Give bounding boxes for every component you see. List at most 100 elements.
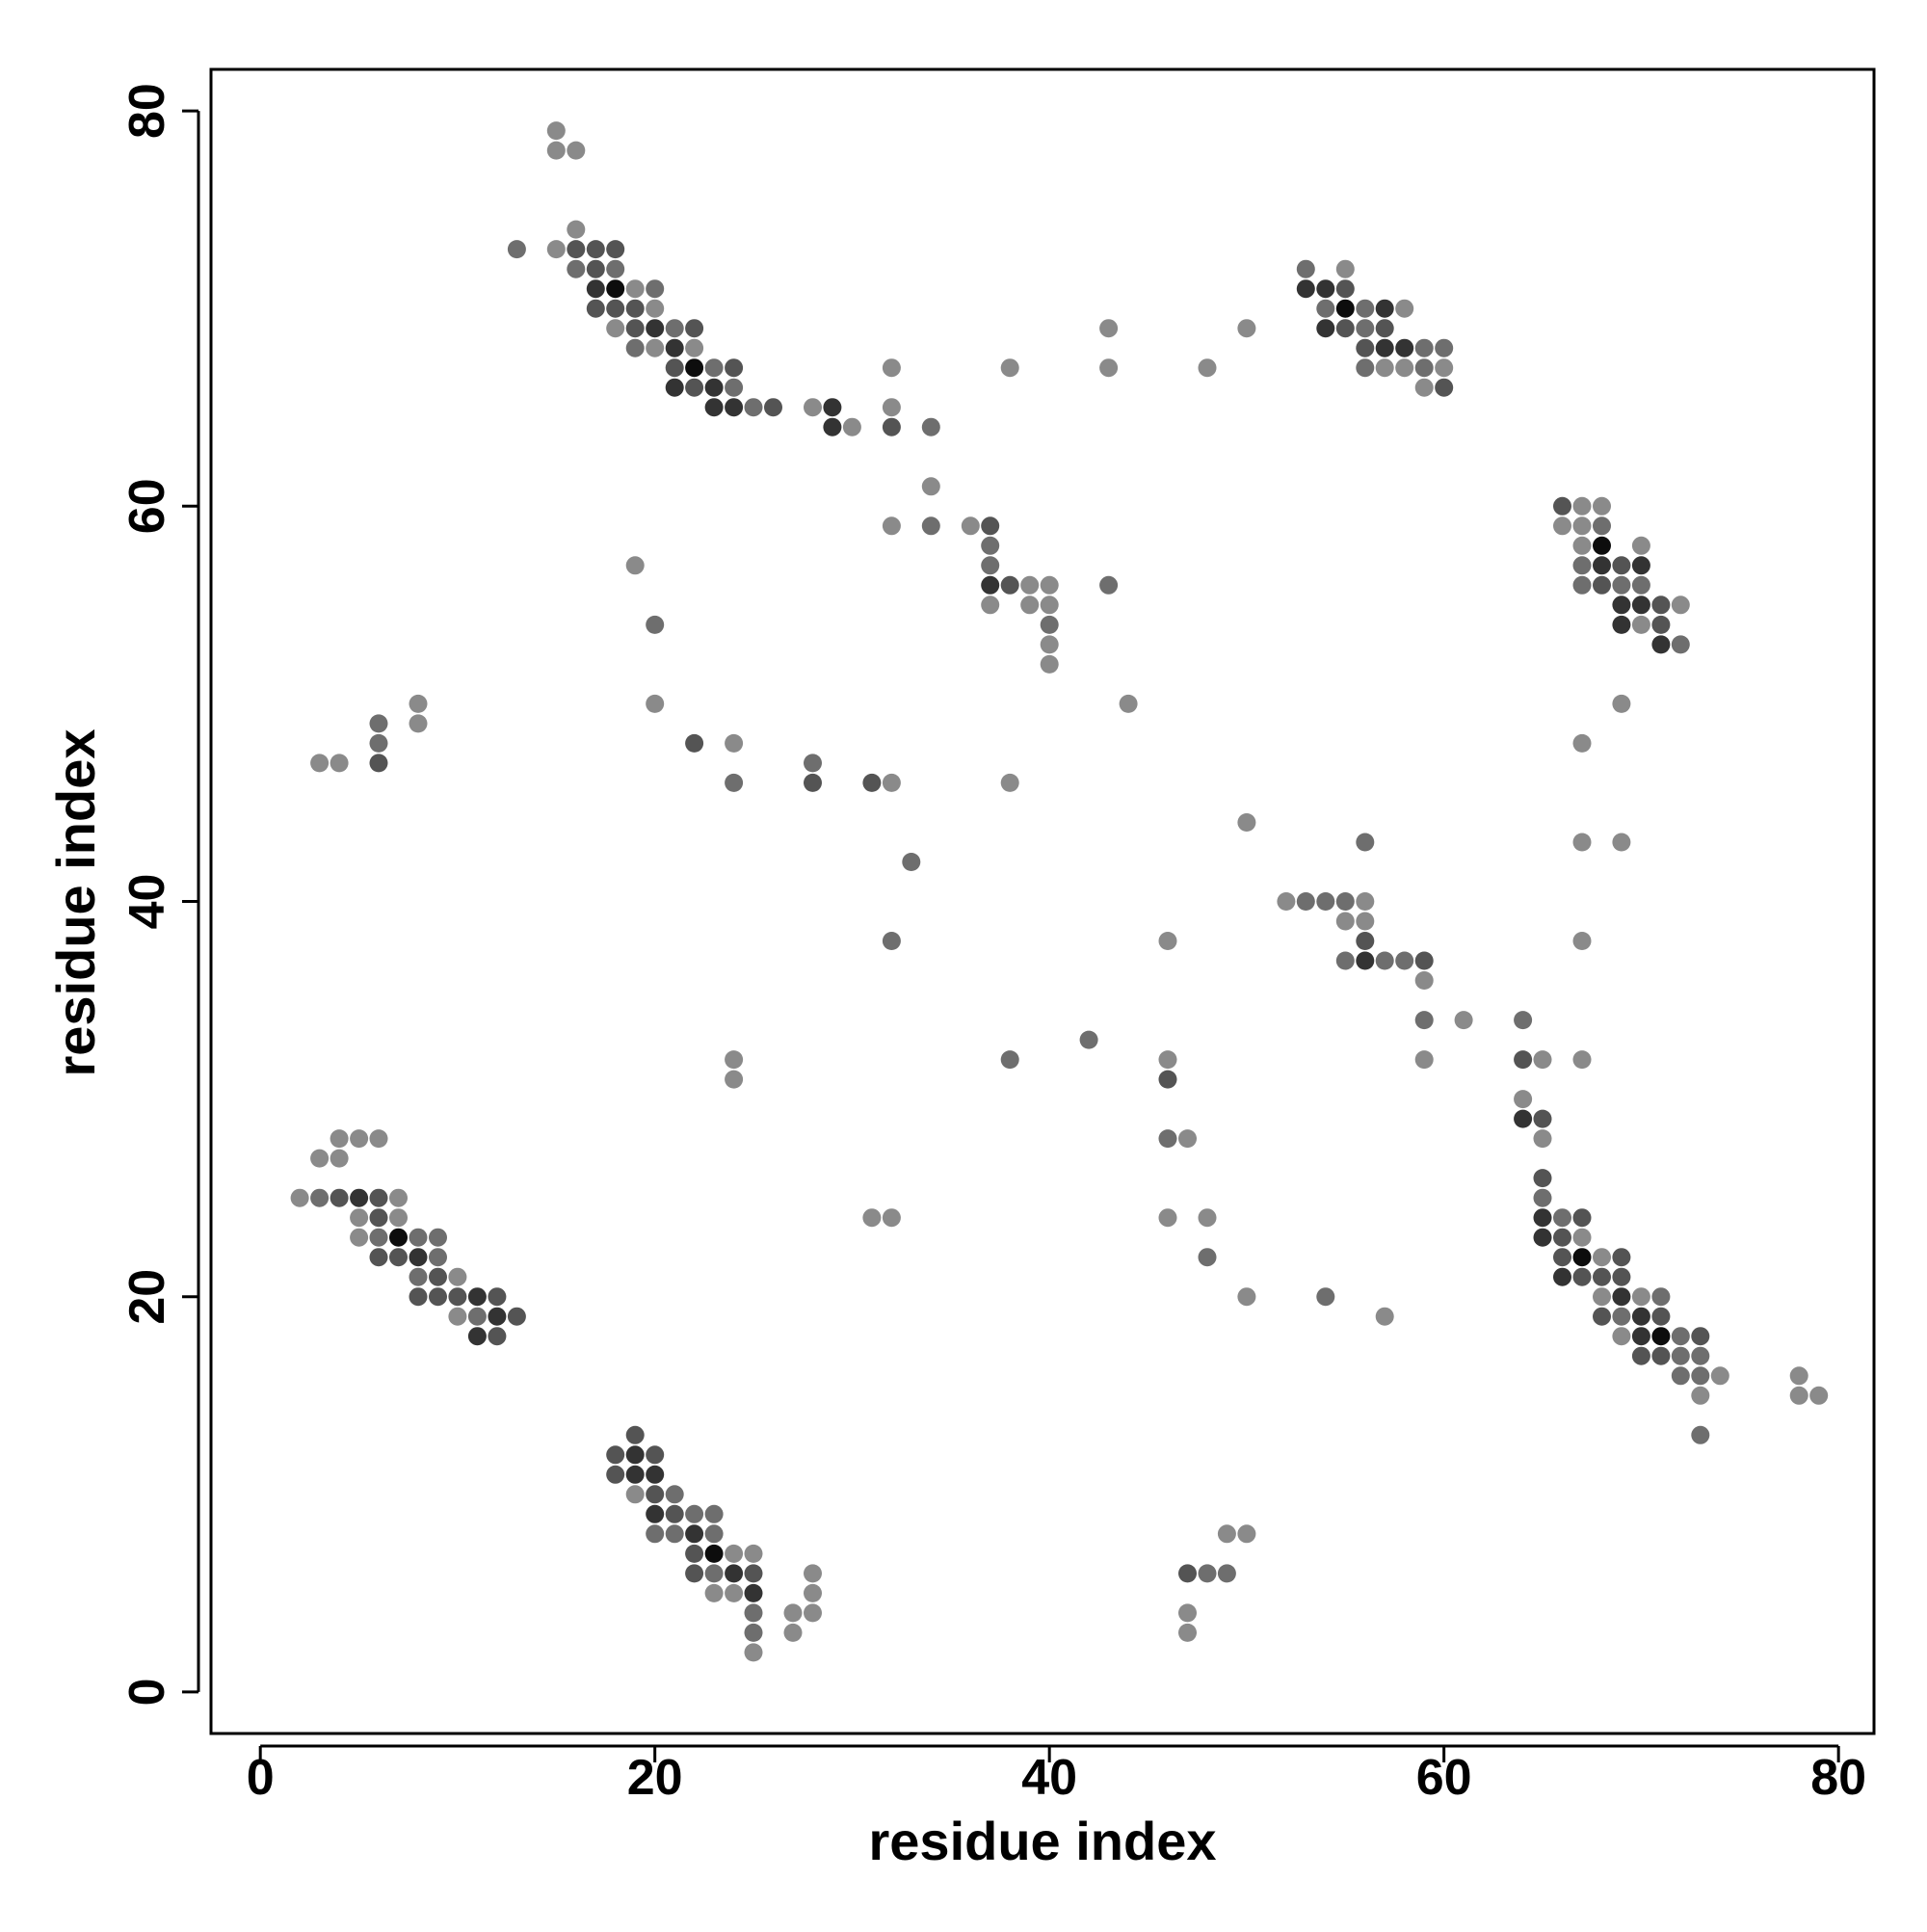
data-point: [725, 1544, 744, 1563]
data-point: [1040, 635, 1059, 654]
data-point: [586, 240, 605, 259]
data-point: [1316, 1287, 1335, 1307]
data-point: [744, 398, 763, 417]
data-point: [744, 1583, 763, 1602]
data-point: [1612, 1287, 1631, 1307]
data-point: [882, 358, 901, 378]
data-point: [1237, 813, 1256, 832]
y-tick-label: 40: [119, 874, 175, 930]
data-point: [1414, 1050, 1434, 1070]
data-point: [1651, 1327, 1671, 1346]
data-point: [1198, 358, 1217, 378]
data-point: [1356, 319, 1375, 338]
data-point: [685, 1564, 704, 1583]
data-point: [1316, 319, 1335, 338]
y-tick-label: 0: [119, 1678, 175, 1706]
data-point: [1533, 1208, 1552, 1228]
data-point: [685, 338, 704, 357]
data-point: [646, 299, 665, 318]
data-point: [804, 1564, 822, 1583]
data-point: [685, 733, 704, 753]
data-point: [567, 259, 586, 278]
data-point: [646, 615, 665, 634]
data-point: [1335, 319, 1355, 338]
data-point: [488, 1307, 507, 1326]
data-point: [1000, 1050, 1019, 1070]
data-point: [1612, 833, 1631, 852]
data-point: [1277, 892, 1296, 911]
data-point: [429, 1248, 447, 1267]
data-point: [409, 714, 428, 733]
data-point: [1237, 1287, 1256, 1307]
data-point: [567, 220, 586, 239]
data-point: [1217, 1524, 1236, 1544]
data-point: [409, 1287, 428, 1307]
data-point: [409, 694, 428, 713]
data-point: [882, 398, 901, 417]
data-point: [862, 773, 882, 792]
data-point: [704, 1504, 724, 1523]
data-point: [961, 516, 980, 536]
data-point: [804, 398, 822, 417]
data-point: [1414, 338, 1434, 357]
data-point: [725, 398, 744, 417]
data-point: [1612, 556, 1631, 575]
data-point: [1533, 1050, 1552, 1070]
data-point: [1335, 912, 1355, 931]
data-point: [665, 358, 684, 378]
data-point: [330, 1149, 349, 1168]
data-point: [1375, 1307, 1394, 1326]
data-point: [1237, 1524, 1256, 1544]
x-tick-label: 80: [1810, 1750, 1866, 1806]
data-point: [1178, 1603, 1197, 1623]
data-point: [665, 1504, 684, 1523]
data-point: [1612, 595, 1631, 615]
data-point: [1691, 1346, 1710, 1365]
data-point: [389, 1248, 408, 1267]
data-point: [1178, 1129, 1197, 1149]
data-point: [1809, 1386, 1829, 1405]
data-point: [1553, 516, 1571, 536]
data-point: [625, 299, 645, 318]
data-point: [1572, 556, 1592, 575]
data-point: [330, 1188, 349, 1207]
data-point: [369, 754, 388, 773]
data-point: [1789, 1366, 1808, 1386]
data-point: [1395, 338, 1414, 357]
data-point: [606, 1465, 625, 1484]
data-point: [1079, 1030, 1098, 1049]
data-point: [1691, 1425, 1710, 1444]
data-point: [389, 1228, 408, 1247]
data-points: [290, 121, 1829, 1662]
data-point: [310, 1188, 330, 1207]
data-point: [1356, 833, 1375, 852]
data-point: [1335, 951, 1355, 970]
data-point: [1335, 892, 1355, 911]
data-point: [1335, 259, 1355, 278]
data-point: [1414, 1011, 1434, 1030]
data-point: [1020, 575, 1040, 595]
data-point: [1237, 319, 1256, 338]
data-point: [1671, 595, 1690, 615]
data-point: [685, 1524, 704, 1544]
data-point: [783, 1603, 803, 1623]
data-point: [665, 338, 684, 357]
data-point: [625, 279, 645, 299]
data-point: [842, 417, 861, 437]
data-point: [646, 1504, 665, 1523]
data-point: [1356, 338, 1375, 357]
data-point: [1040, 615, 1059, 634]
data-point: [1553, 1248, 1571, 1267]
data-point: [725, 1070, 744, 1089]
data-point: [1514, 1109, 1533, 1128]
data-point: [1572, 575, 1592, 595]
data-point: [1572, 1228, 1592, 1247]
data-point: [1158, 1070, 1177, 1089]
data-point: [1533, 1129, 1552, 1149]
data-point: [369, 733, 388, 753]
data-point: [1612, 615, 1631, 634]
data-point: [1533, 1169, 1552, 1188]
data-point: [1691, 1386, 1710, 1405]
